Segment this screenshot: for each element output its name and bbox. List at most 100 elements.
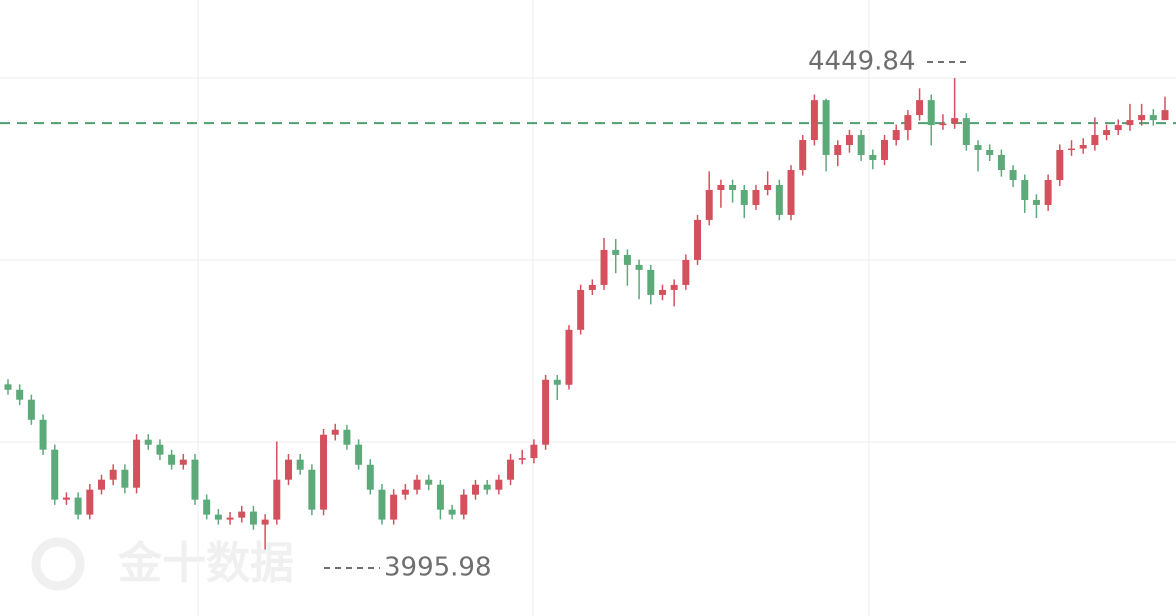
- candle-body: [600, 249, 608, 285]
- candle-body: [226, 517, 234, 520]
- candle-body: [296, 459, 304, 470]
- candle-body: [1068, 148, 1076, 151]
- candle-body: [203, 499, 211, 515]
- candle-body: [109, 469, 117, 480]
- candle-body: [997, 154, 1005, 171]
- candle-body: [1044, 180, 1052, 205]
- candle-body: [764, 185, 772, 190]
- candle-body: [939, 123, 947, 126]
- candle-body: [1021, 180, 1029, 200]
- candle-body: [238, 511, 246, 518]
- candle-body: [191, 459, 199, 500]
- candle-body: [261, 519, 269, 525]
- candle-body: [179, 459, 187, 465]
- candle-body: [705, 189, 713, 220]
- candle-body: [507, 459, 515, 480]
- candle-body: [845, 135, 853, 146]
- candle-body: [343, 429, 351, 445]
- candle-body: [168, 454, 176, 465]
- candle-body: [986, 150, 994, 155]
- candle-body: [97, 479, 105, 490]
- candle-body: [892, 130, 900, 141]
- candle-body: [16, 389, 24, 400]
- candle-body: [156, 444, 164, 455]
- candle-body: [635, 264, 643, 270]
- candle-body: [331, 429, 339, 435]
- candle-body: [448, 509, 456, 515]
- candle-body: [518, 458, 526, 460]
- candle-body: [355, 444, 363, 465]
- candle-body: [881, 140, 889, 160]
- candle-body: [869, 154, 877, 160]
- candle-body: [904, 115, 912, 131]
- candle-body: [39, 419, 47, 450]
- candle-body: [1009, 170, 1017, 181]
- candle-body: [916, 100, 924, 116]
- candle-body: [62, 497, 70, 500]
- candle-body: [121, 469, 129, 488]
- candle-body: [647, 269, 655, 295]
- candle-body: [27, 399, 35, 420]
- candle-body: [623, 254, 631, 265]
- candle-body: [1161, 110, 1169, 121]
- candle-body: [974, 145, 982, 151]
- candle-body: [413, 479, 421, 490]
- candle-body: [670, 284, 678, 290]
- candle-body: [390, 494, 398, 520]
- candle-body: [799, 140, 807, 171]
- candle-body: [378, 489, 386, 520]
- candle-body: [810, 100, 818, 141]
- candle-body: [951, 118, 959, 124]
- candle-body: [927, 100, 935, 126]
- candle-body: [1056, 150, 1064, 181]
- candle-body: [822, 100, 830, 155]
- candle-body: [857, 135, 865, 155]
- candle-body: [460, 494, 468, 515]
- candle-body: [1091, 135, 1099, 146]
- candle-body: [717, 185, 725, 190]
- candle-body: [144, 439, 152, 445]
- candle-body: [694, 219, 702, 260]
- candle-body: [425, 479, 433, 485]
- candle-body: [1079, 145, 1087, 149]
- candle-body: [1138, 115, 1146, 121]
- candle-body: [787, 170, 795, 215]
- candle-body: [577, 289, 585, 330]
- candle-body: [542, 379, 550, 445]
- candle-body: [682, 259, 690, 285]
- candle-body: [401, 489, 409, 495]
- candle-body: [1032, 199, 1040, 205]
- candle-body: [612, 249, 620, 255]
- candle-body: [308, 469, 316, 510]
- candle-body: [752, 189, 760, 205]
- candle-body: [249, 511, 257, 525]
- candle-body: [51, 449, 59, 500]
- candle-body: [495, 479, 503, 490]
- candle-body: [530, 444, 538, 459]
- candle-body: [588, 284, 596, 290]
- candle-body: [436, 484, 444, 510]
- candle-body: [1126, 120, 1134, 126]
- candle-body: [658, 289, 666, 295]
- candle-body: [320, 434, 328, 510]
- candle-body: [740, 189, 748, 205]
- candle-body: [729, 185, 737, 190]
- candle-body: [284, 459, 292, 480]
- candle-body: [1149, 115, 1157, 121]
- candle-body: [962, 118, 970, 146]
- candle-body: [483, 484, 491, 490]
- candle-body: [366, 464, 374, 490]
- candle-body: [471, 484, 479, 495]
- candle-body: [86, 489, 94, 515]
- candle-body: [4, 384, 12, 390]
- watermark-logo: [31, 537, 85, 591]
- candle-body: [553, 379, 561, 385]
- candle-body: [1103, 130, 1111, 136]
- max-label: 4449.84: [808, 47, 916, 77]
- candle-body: [565, 329, 573, 385]
- candle-body: [834, 145, 842, 155]
- min-label: 3995.98: [384, 553, 492, 583]
- candle-body: [133, 439, 141, 488]
